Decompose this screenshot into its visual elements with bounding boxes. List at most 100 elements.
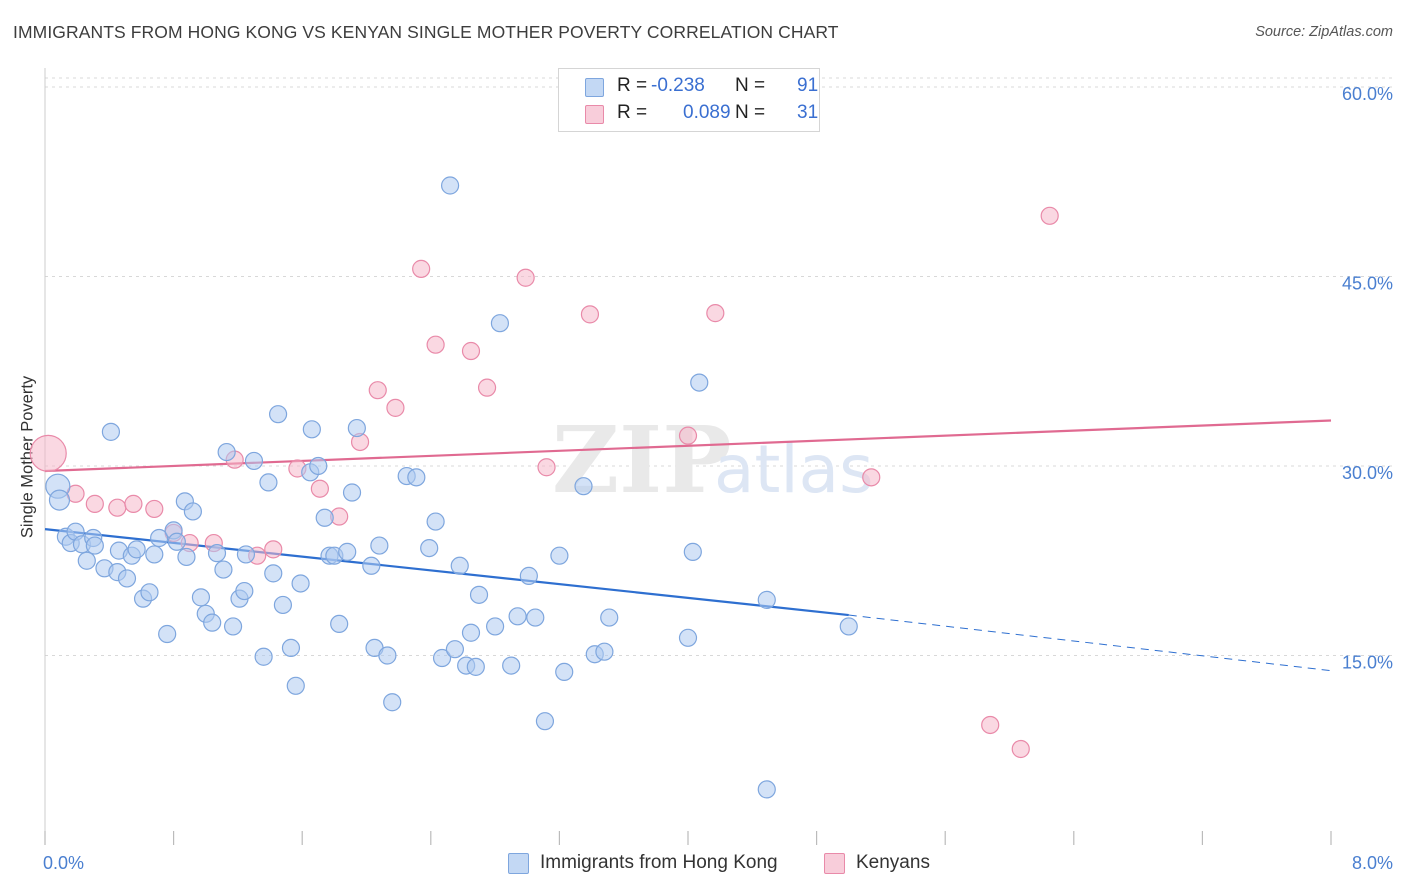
kenyans-point — [426, 335, 445, 354]
bottom-legend-swatch-blue — [508, 853, 529, 874]
hong-kong-point — [362, 556, 381, 575]
hong-kong-point — [127, 540, 146, 559]
hong-kong-point — [450, 556, 469, 575]
hong-kong-point — [347, 418, 366, 438]
kenyans-point — [516, 268, 535, 287]
kenyans-point — [124, 494, 143, 513]
hong-kong-point — [140, 583, 159, 602]
y-tick-label: 60.0% — [1342, 84, 1393, 104]
kenyans-point — [1040, 206, 1059, 225]
hong-kong-point — [309, 456, 328, 476]
hong-kong-point — [432, 648, 452, 668]
watermark-zip: ZIP — [552, 406, 731, 514]
hong-kong-point — [330, 614, 349, 634]
kenyans-point — [85, 494, 104, 513]
hong-kong-point — [370, 536, 389, 555]
hong-kong-point — [77, 551, 96, 570]
bottom-legend-kenyans[interactable]: Kenyans — [824, 852, 964, 876]
kenyans-point — [981, 715, 1000, 735]
hong-kong-point — [264, 564, 283, 583]
hong-kong-points — [45, 176, 858, 799]
y-tick-label: 15.0% — [1342, 652, 1393, 672]
hong-kong-point — [281, 638, 301, 658]
kenyans-point — [264, 540, 283, 559]
hong-kong-point — [550, 546, 569, 565]
legend-r-value: -0.238 — [651, 75, 705, 96]
kenyans-point — [386, 398, 405, 417]
hong-kong-point — [338, 542, 357, 561]
hong-kong-point — [490, 314, 510, 333]
hong-kong-point — [203, 613, 222, 632]
kenyans-point — [537, 458, 556, 477]
hong-kong-point — [407, 468, 426, 487]
legend-n-label: N = — [735, 75, 766, 96]
kenyans-point — [706, 304, 725, 323]
kenyans-point — [310, 479, 329, 498]
hong-kong-trend-extension — [848, 614, 1332, 672]
hong-kong-point — [183, 502, 202, 521]
legend-r-label: R = — [617, 75, 648, 96]
hong-kong-point — [426, 512, 445, 531]
hong-kong-point — [678, 628, 698, 647]
hong-kong-point — [85, 536, 104, 555]
hong-kong-point — [555, 662, 574, 682]
legend-n-label: N = — [735, 102, 766, 123]
hong-kong-point — [461, 623, 481, 642]
hong-kong-point — [117, 569, 137, 588]
kenyans-point — [678, 426, 698, 445]
hong-kong-point — [214, 560, 233, 579]
hong-kong-point — [595, 642, 614, 661]
hong-kong-point — [145, 545, 164, 564]
kenyans-points — [29, 206, 1059, 759]
hong-kong-point — [502, 656, 521, 675]
bottom-legend-hong-kong[interactable]: Immigrants from Hong Kong — [508, 852, 808, 876]
kenyans-point — [412, 259, 431, 278]
hong-kong-point — [254, 647, 273, 666]
kenyans-point — [29, 434, 67, 472]
hong-kong-point — [440, 176, 460, 195]
hong-kong-point — [486, 617, 505, 636]
hong-kong-point — [273, 595, 293, 615]
hong-kong-point — [466, 657, 485, 676]
kenyans-point — [862, 468, 881, 487]
hong-kong-point — [535, 712, 555, 731]
hong-kong-point — [268, 405, 288, 424]
kenyans-point — [580, 305, 600, 324]
hong-kong-point — [244, 451, 264, 471]
hong-kong-point — [291, 574, 310, 593]
hong-kong-point — [191, 588, 211, 607]
hong-kong-point — [158, 624, 177, 644]
legend-swatch-pink — [585, 105, 604, 124]
hong-kong-point — [207, 544, 227, 563]
hong-kong-point — [217, 442, 236, 462]
kenyans-point — [145, 499, 164, 519]
kenyans-point — [368, 381, 387, 400]
hong-kong-point — [177, 547, 196, 567]
hong-kong-point — [757, 780, 776, 799]
bottom-legend-label: Immigrants from Hong Kong — [540, 852, 778, 873]
hong-kong-point — [420, 538, 439, 558]
hong-kong-point — [519, 566, 538, 585]
hong-kong-point — [378, 646, 397, 665]
hong-kong-point — [223, 617, 243, 636]
x-tick-label: 8.0% — [1352, 853, 1393, 873]
hong-kong-point — [315, 508, 334, 527]
hong-kong-point — [600, 608, 619, 627]
hong-kong-point — [236, 545, 256, 564]
legend-r-value: 0.089 — [683, 102, 731, 123]
hong-kong-point — [574, 477, 593, 496]
kenyans-point — [108, 498, 127, 517]
hong-kong-point — [235, 581, 254, 601]
hong-kong-point — [302, 420, 321, 439]
grid-lines — [45, 77, 1395, 656]
legend-n-value: 31 — [797, 102, 819, 123]
x-tick-label: 0.0% — [43, 853, 84, 873]
hong-kong-point — [757, 590, 776, 609]
hong-kong-point — [508, 607, 527, 626]
y-tick-label: 30.0% — [1342, 463, 1393, 483]
hong-kong-point — [445, 640, 465, 659]
hong-kong-point — [286, 676, 305, 695]
kenyans-point — [1011, 739, 1030, 759]
hong-kong-point — [690, 373, 709, 392]
